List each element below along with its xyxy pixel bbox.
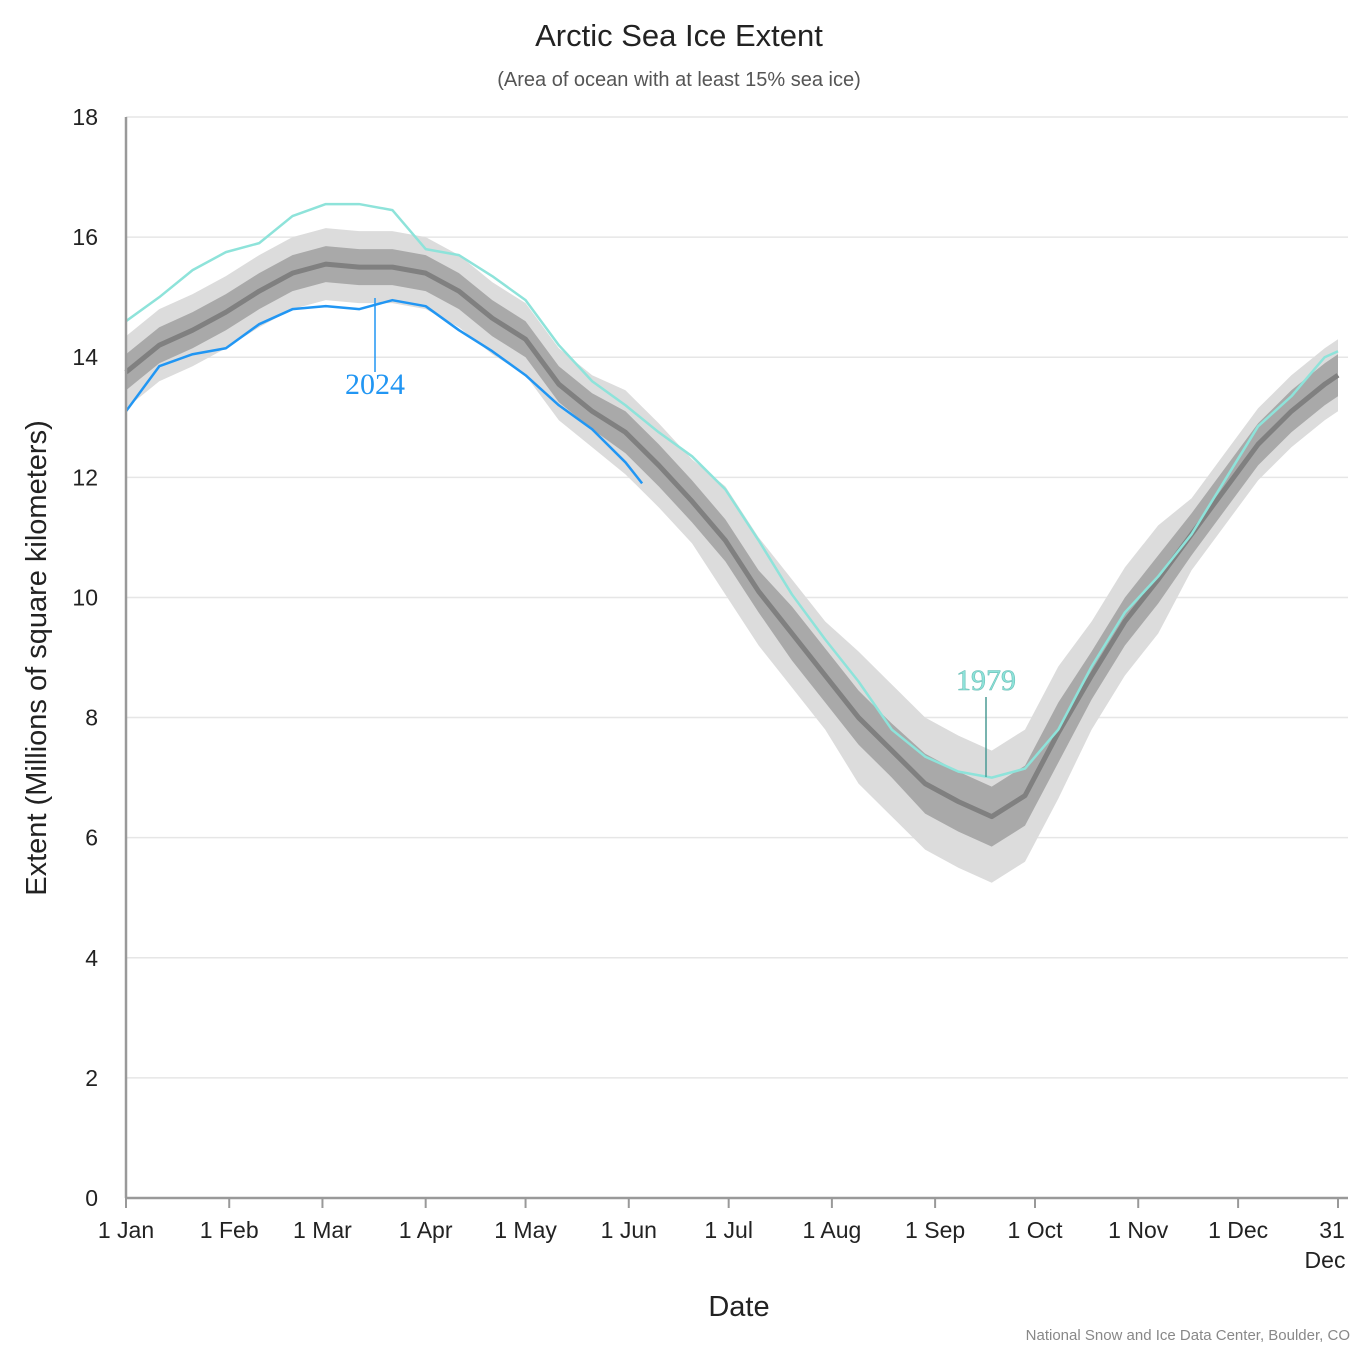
series-line <box>124 298 644 485</box>
series-line <box>125 202 1339 779</box>
series-annotation: 1979 <box>956 664 1016 697</box>
series-annotation: 2024 <box>345 368 405 401</box>
y-tick-label: 2 <box>85 1065 98 1091</box>
y-axis-title: Extent (Millions of square kilometers) <box>21 420 53 895</box>
chart-subtitle: (Area of ocean with at least 15% sea ice… <box>497 69 861 91</box>
y-tick-label: 18 <box>72 104 98 130</box>
x-tick-label: 1 Apr <box>399 1217 453 1243</box>
credit: National Snow and Ice Data Center, Bould… <box>1026 1327 1350 1344</box>
y-tick-label: 12 <box>72 464 98 490</box>
x-axis-title: Date <box>708 1291 769 1323</box>
x-tick-label: 1 Jan <box>98 1217 154 1243</box>
x-tick-label: 1 Oct <box>1008 1217 1064 1243</box>
y-tick-label: 10 <box>72 584 98 610</box>
x-tick-label: 31 Dec <box>1305 1217 1346 1273</box>
y-tick-label: 14 <box>72 344 98 370</box>
y-tick-label: 6 <box>85 825 98 851</box>
x-tick-label: 1 Sep <box>905 1217 965 1243</box>
y-tick-label: 4 <box>85 945 98 971</box>
x-tick-label: 1 Dec <box>1208 1217 1268 1243</box>
x-tick-label: 1 Nov <box>1108 1217 1169 1243</box>
series-line <box>124 261 1340 820</box>
x-tick-label: 1 Mar <box>293 1217 352 1243</box>
x-tick-label: 1 Jun <box>601 1217 657 1243</box>
y-tick-label: 0 <box>85 1185 98 1211</box>
x-tick-label: 1 Aug <box>802 1217 861 1243</box>
x-tick-label: 1 Jul <box>704 1217 753 1243</box>
chart-title: Arctic Sea Ice Extent <box>535 18 823 53</box>
y-tick-label: 8 <box>85 705 98 731</box>
x-tick-label: 1 Feb <box>200 1217 259 1243</box>
y-tick-label: 16 <box>72 224 98 250</box>
x-tick-label: 1 May <box>494 1217 557 1243</box>
